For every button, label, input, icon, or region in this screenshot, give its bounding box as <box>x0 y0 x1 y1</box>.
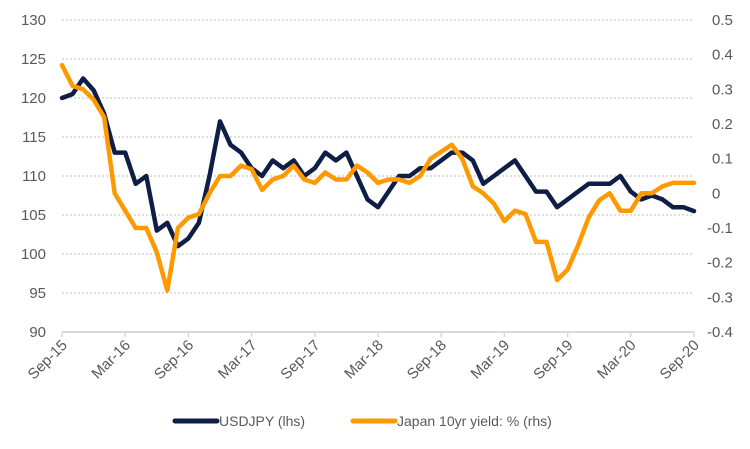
x-tick-label: Mar-16 <box>88 337 134 383</box>
legend-label-japan-10yr-yield: Japan 10yr yield: % (rhs) <box>397 413 552 429</box>
y-left-tick-label: 105 <box>21 207 46 224</box>
gridlines <box>62 19 694 294</box>
series-line-usdjpy <box>59 76 697 249</box>
y-right-tick-label: 0.1 <box>712 151 733 168</box>
x-tick-label: Sep-15 <box>25 337 71 383</box>
y-left-tick-label: 90 <box>29 324 46 341</box>
y-right-tick-label: -0.4 <box>707 324 733 341</box>
legend: USDJPY (lhs) Japan 10yr yield: % (rhs) <box>172 413 552 429</box>
x-tick-label: Sep-19 <box>530 337 576 383</box>
y-axis-right: -0.4 -0.3 -0.2 -0.1 0 0.1 0.2 0.3 0.4 0.5 <box>707 12 733 341</box>
x-tick-label: Sep-17 <box>277 337 323 383</box>
y-left-tick-label: 130 <box>21 12 46 29</box>
y-right-tick-label: -0.2 <box>707 255 733 272</box>
y-left-tick-label: 95 <box>29 285 46 302</box>
x-axis: Sep-15 Mar-16 Sep-16 Mar-17 Sep-17 Mar-18 Sep-… <box>25 331 703 383</box>
series-line-japan-10yr-yield <box>59 62 697 293</box>
y-left-tick-label: 110 <box>22 168 46 185</box>
x-tick-label: Sep-18 <box>404 337 450 383</box>
legend-label-usdjpy: USDJPY (lhs) <box>219 413 305 429</box>
y-right-tick-label: 0.2 <box>712 116 733 133</box>
x-tick-label: Mar-18 <box>341 337 387 383</box>
y-right-tick-label: -0.1 <box>707 220 733 237</box>
x-tick-label: Mar-17 <box>215 337 261 383</box>
y-left-tick-label: 120 <box>21 90 46 107</box>
y-left-tick-label: 125 <box>21 51 46 68</box>
y-left-tick-label: 100 <box>21 246 46 263</box>
series-lines <box>59 62 697 293</box>
y-right-tick-label: 0 <box>712 185 720 202</box>
y-right-tick-label: 0.4 <box>712 47 733 64</box>
y-right-tick-label: 0.5 <box>712 12 733 29</box>
x-tick-label: Sep-20 <box>657 337 703 383</box>
x-tick-label: Mar-20 <box>594 337 640 383</box>
y-axis-left: 90 95 100 105 110 115 120 125 130 <box>21 12 46 341</box>
y-right-tick-label: -0.3 <box>707 289 733 306</box>
x-tick-label: Mar-19 <box>468 337 514 383</box>
y-left-tick-label: 115 <box>22 129 46 146</box>
y-right-tick-label: 0.3 <box>712 81 733 98</box>
x-tick-label: Sep-16 <box>151 337 197 383</box>
